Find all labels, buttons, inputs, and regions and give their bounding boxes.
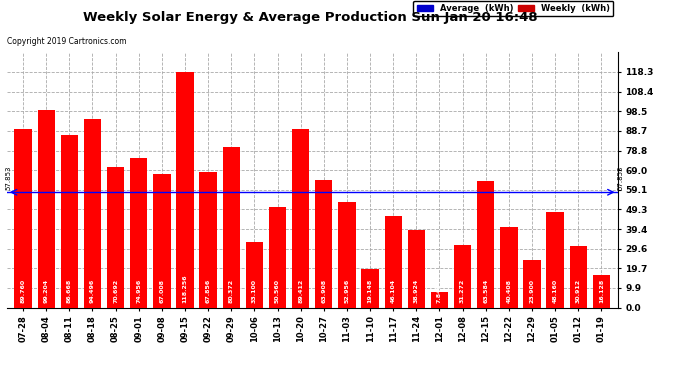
Text: 57.853: 57.853 (5, 166, 11, 190)
Text: 46.104: 46.104 (391, 278, 395, 303)
Bar (130, 158, 148, 308)
Text: 38.924: 38.924 (414, 278, 419, 303)
Text: 7.840: 7.840 (437, 283, 442, 303)
Text: Copyright 2019 Cartronics.com: Copyright 2019 Cartronics.com (7, 38, 126, 46)
Bar (362, 269, 379, 308)
Bar (408, 230, 425, 308)
Bar (292, 129, 309, 308)
Bar (384, 216, 402, 308)
Text: 30.912: 30.912 (575, 278, 581, 303)
Legend: Average  (kWh), Weekly  (kWh): Average (kWh), Weekly (kWh) (413, 1, 613, 16)
Text: 31.272: 31.272 (460, 278, 465, 303)
Text: 33.100: 33.100 (252, 279, 257, 303)
Text: 23.900: 23.900 (529, 279, 535, 303)
Bar (61, 135, 78, 308)
Bar (199, 172, 217, 308)
Bar (246, 242, 263, 308)
Text: 94.496: 94.496 (90, 278, 95, 303)
Text: 48.160: 48.160 (553, 278, 558, 303)
Text: 70.692: 70.692 (113, 278, 118, 303)
Bar (14, 129, 32, 308)
Bar (315, 180, 333, 308)
Bar (523, 260, 541, 308)
Bar (37, 110, 55, 308)
Bar (338, 202, 355, 308)
Bar (177, 72, 194, 308)
Text: 74.956: 74.956 (136, 278, 141, 303)
Bar (153, 174, 170, 308)
Text: 63.584: 63.584 (483, 278, 489, 303)
Bar (454, 245, 471, 308)
Text: 89.760: 89.760 (21, 278, 26, 303)
Text: Weekly Solar Energy & Average Production Sun Jan 20 16:48: Weekly Solar Energy & Average Production… (83, 11, 538, 24)
Text: 57.853: 57.853 (618, 166, 624, 190)
Bar (223, 147, 240, 308)
Text: 16.128: 16.128 (599, 278, 604, 303)
Bar (431, 292, 448, 308)
Text: 67.008: 67.008 (159, 279, 164, 303)
Bar (500, 227, 518, 308)
Bar (593, 275, 610, 308)
Text: 99.204: 99.204 (43, 278, 49, 303)
Text: 19.148: 19.148 (368, 278, 373, 303)
Text: 118.256: 118.256 (183, 274, 188, 303)
Text: 63.908: 63.908 (322, 278, 326, 303)
Text: 40.408: 40.408 (506, 279, 511, 303)
Text: 67.856: 67.856 (206, 278, 210, 303)
Bar (83, 119, 101, 308)
Bar (477, 181, 494, 308)
Text: 50.560: 50.560 (275, 279, 280, 303)
Bar (569, 246, 587, 308)
Text: 80.372: 80.372 (229, 278, 234, 303)
Bar (107, 166, 124, 308)
Bar (546, 211, 564, 308)
Text: 89.412: 89.412 (298, 278, 303, 303)
Text: 52.956: 52.956 (344, 278, 349, 303)
Text: 86.668: 86.668 (67, 278, 72, 303)
Bar (269, 207, 286, 308)
